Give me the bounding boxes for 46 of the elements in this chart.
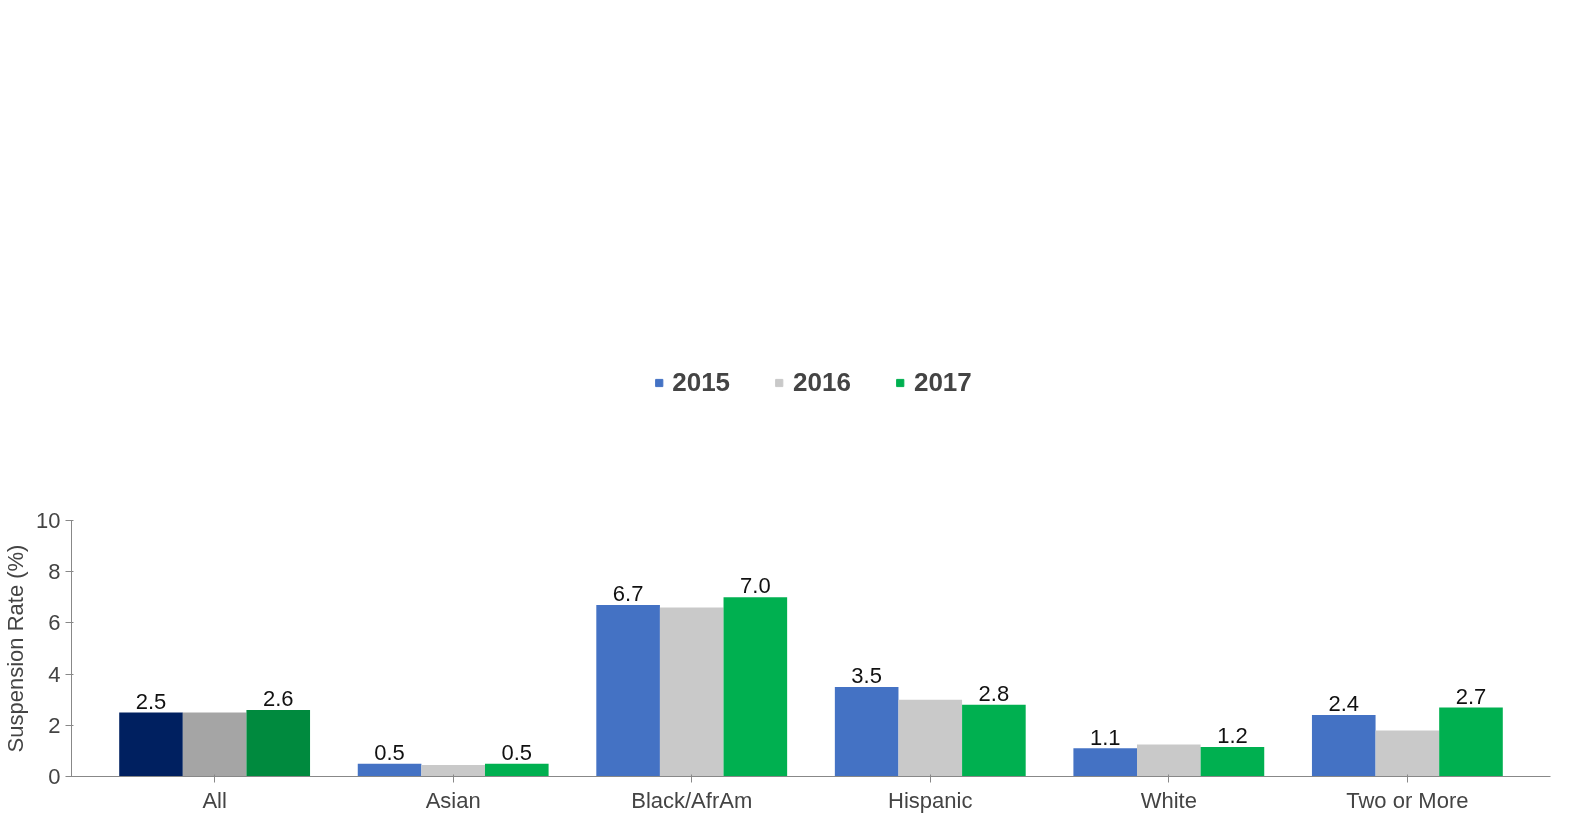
bar bbox=[1375, 730, 1440, 777]
data-label: 6.7 bbox=[612, 581, 644, 607]
bar bbox=[723, 597, 788, 777]
bar bbox=[1311, 715, 1376, 777]
x-tick-label: Asian bbox=[425, 787, 481, 813]
data-label: 0.5 bbox=[374, 739, 405, 765]
bar bbox=[119, 712, 183, 777]
legend-label: 2017 bbox=[913, 366, 972, 398]
y-tick-label: 0 bbox=[48, 764, 61, 789]
bar bbox=[484, 763, 549, 777]
bar bbox=[1137, 744, 1201, 777]
bar bbox=[1200, 747, 1265, 777]
data-label: 2.6 bbox=[262, 686, 294, 712]
data-label: 2.4 bbox=[1328, 691, 1360, 717]
bar bbox=[421, 764, 485, 777]
data-label: 3.5 bbox=[851, 663, 882, 689]
bar bbox=[659, 607, 724, 777]
bar bbox=[898, 699, 963, 777]
legend-label: 2016 bbox=[793, 366, 851, 398]
data-label: 1.2 bbox=[1217, 723, 1248, 749]
bar bbox=[357, 763, 422, 777]
data-label: 7.0 bbox=[740, 573, 771, 599]
data-label: 2.5 bbox=[135, 688, 167, 714]
bar bbox=[834, 686, 899, 777]
x-tick-label: Black/AfrAm bbox=[631, 787, 753, 813]
y-tick-label: 6 bbox=[48, 610, 61, 636]
y-tick-label: 2 bbox=[48, 712, 61, 738]
x-tick-label: Hispanic bbox=[888, 787, 973, 813]
bar bbox=[182, 712, 247, 777]
data-label: 1.1 bbox=[1089, 724, 1121, 750]
x-tick-label: Two or More bbox=[1346, 787, 1469, 813]
legend-label: 2015 bbox=[672, 366, 731, 398]
bar bbox=[1073, 748, 1138, 777]
y-tick-label: 10 bbox=[36, 508, 61, 533]
data-label: 2.8 bbox=[978, 680, 1010, 706]
x-tick-label: White bbox=[1140, 787, 1197, 813]
y-axis-title: Suspension Rate (%) bbox=[3, 544, 29, 753]
data-label: 2.7 bbox=[1455, 683, 1487, 709]
y-tick-label: 8 bbox=[48, 559, 61, 585]
bar bbox=[962, 704, 1026, 777]
y-tick-label: 4 bbox=[48, 661, 61, 687]
bar bbox=[596, 604, 660, 777]
bar bbox=[246, 709, 311, 777]
data-label: 0.5 bbox=[501, 739, 533, 765]
bar bbox=[1439, 707, 1503, 777]
x-tick-label: All bbox=[202, 787, 227, 813]
